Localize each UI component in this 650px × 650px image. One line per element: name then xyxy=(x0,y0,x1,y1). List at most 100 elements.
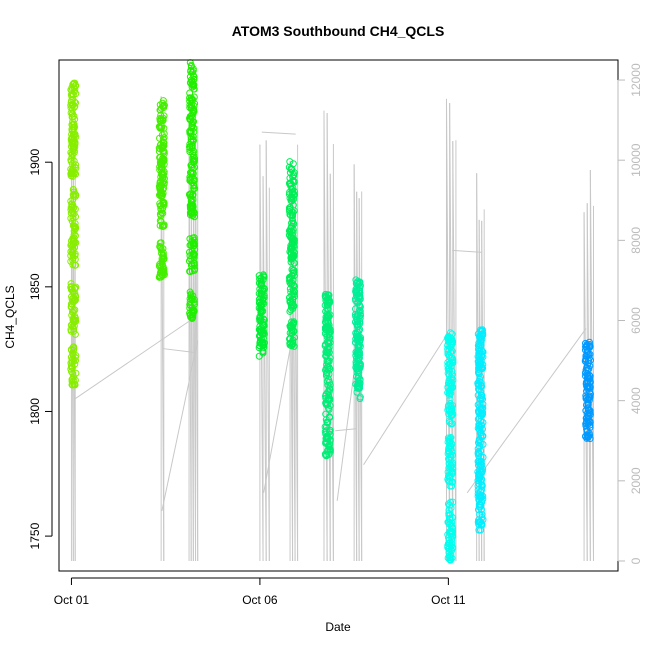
data-point xyxy=(186,101,194,109)
data-point xyxy=(189,311,197,319)
data-point xyxy=(287,280,295,288)
right-tick-label: 2000 xyxy=(629,467,643,494)
data-point xyxy=(478,363,486,371)
right-tick-label: 8000 xyxy=(629,227,643,254)
data-point xyxy=(288,219,296,227)
altitude-connector xyxy=(335,428,357,432)
data-point xyxy=(68,151,76,159)
data-point xyxy=(323,452,331,460)
right-tick-label: 0 xyxy=(629,557,643,564)
data-point xyxy=(71,296,79,304)
data-point xyxy=(586,343,594,351)
data-point xyxy=(475,496,483,504)
data-point xyxy=(474,506,482,514)
data-point xyxy=(189,65,197,73)
x-tick-label: Oct 11 xyxy=(431,593,466,607)
data-point xyxy=(71,376,79,384)
data-point xyxy=(160,102,168,110)
data-point xyxy=(256,313,264,321)
data-point xyxy=(474,358,482,366)
data-point xyxy=(185,191,193,199)
data-point xyxy=(190,128,198,136)
data-point xyxy=(156,269,164,277)
data-point xyxy=(475,409,483,417)
data-point xyxy=(257,282,265,290)
data-point xyxy=(586,384,594,392)
data-point xyxy=(355,380,363,388)
data-point xyxy=(356,393,364,401)
data-point xyxy=(72,82,80,90)
data-point xyxy=(288,214,296,222)
data-point xyxy=(186,176,194,184)
data-point xyxy=(324,295,332,303)
data-point xyxy=(155,123,163,131)
data-point xyxy=(186,248,194,256)
data-point xyxy=(446,437,454,445)
data-point xyxy=(447,408,455,416)
data-point xyxy=(158,254,166,262)
data-point xyxy=(447,498,455,506)
data-point xyxy=(448,371,456,379)
data-point xyxy=(189,249,197,257)
data-point xyxy=(187,203,195,211)
data-point xyxy=(69,249,77,257)
data-point xyxy=(156,217,164,225)
data-point xyxy=(189,191,197,199)
data-point xyxy=(71,190,79,198)
data-point xyxy=(351,311,359,319)
data-point xyxy=(190,85,198,93)
data-point xyxy=(285,204,293,212)
data-point xyxy=(72,224,80,232)
data-point xyxy=(356,279,364,287)
data-point xyxy=(69,349,77,357)
altitude-connector xyxy=(466,328,587,494)
data-point xyxy=(71,316,79,324)
data-point xyxy=(322,366,330,374)
data-point xyxy=(325,370,333,378)
data-point xyxy=(190,181,198,189)
data-point xyxy=(70,231,78,239)
right-tick-label: 10000 xyxy=(629,143,643,177)
data-point xyxy=(581,369,589,377)
data-point xyxy=(326,311,334,319)
y-axis: 1750 1800 1850 1900 xyxy=(28,149,53,549)
data-point xyxy=(156,242,164,250)
data-point xyxy=(259,340,267,348)
data-point xyxy=(186,235,194,243)
data-point xyxy=(445,389,453,397)
data-point xyxy=(189,156,197,164)
data-point xyxy=(476,400,484,408)
data-point xyxy=(474,380,482,388)
data-point xyxy=(477,506,485,514)
data-point xyxy=(190,82,198,90)
right-tick-label: 12000 xyxy=(629,63,643,97)
data-point xyxy=(67,359,75,367)
data-point xyxy=(256,285,264,293)
altitude-connector xyxy=(161,340,199,511)
data-point xyxy=(478,391,486,399)
data-point xyxy=(67,101,75,109)
data-point xyxy=(324,396,332,404)
data-point xyxy=(474,482,482,490)
data-point xyxy=(356,307,364,315)
data-point xyxy=(70,373,78,381)
data-point xyxy=(70,345,78,353)
altitude-connector xyxy=(363,332,449,466)
data-point xyxy=(159,189,167,197)
data-point xyxy=(286,322,294,330)
data-point xyxy=(356,318,364,326)
data-point xyxy=(444,348,452,356)
data-point xyxy=(444,518,452,526)
data-point xyxy=(326,445,334,453)
data-point xyxy=(353,286,361,294)
data-point xyxy=(476,501,484,509)
data-point xyxy=(446,529,454,537)
data-point xyxy=(474,439,482,447)
data-point xyxy=(582,433,590,441)
data-point xyxy=(70,157,78,165)
altitude-segment xyxy=(259,144,264,561)
altitude-segment xyxy=(265,140,270,561)
data-point xyxy=(449,401,457,409)
right-tick-label: 4000 xyxy=(629,387,643,414)
data-point xyxy=(258,324,266,332)
